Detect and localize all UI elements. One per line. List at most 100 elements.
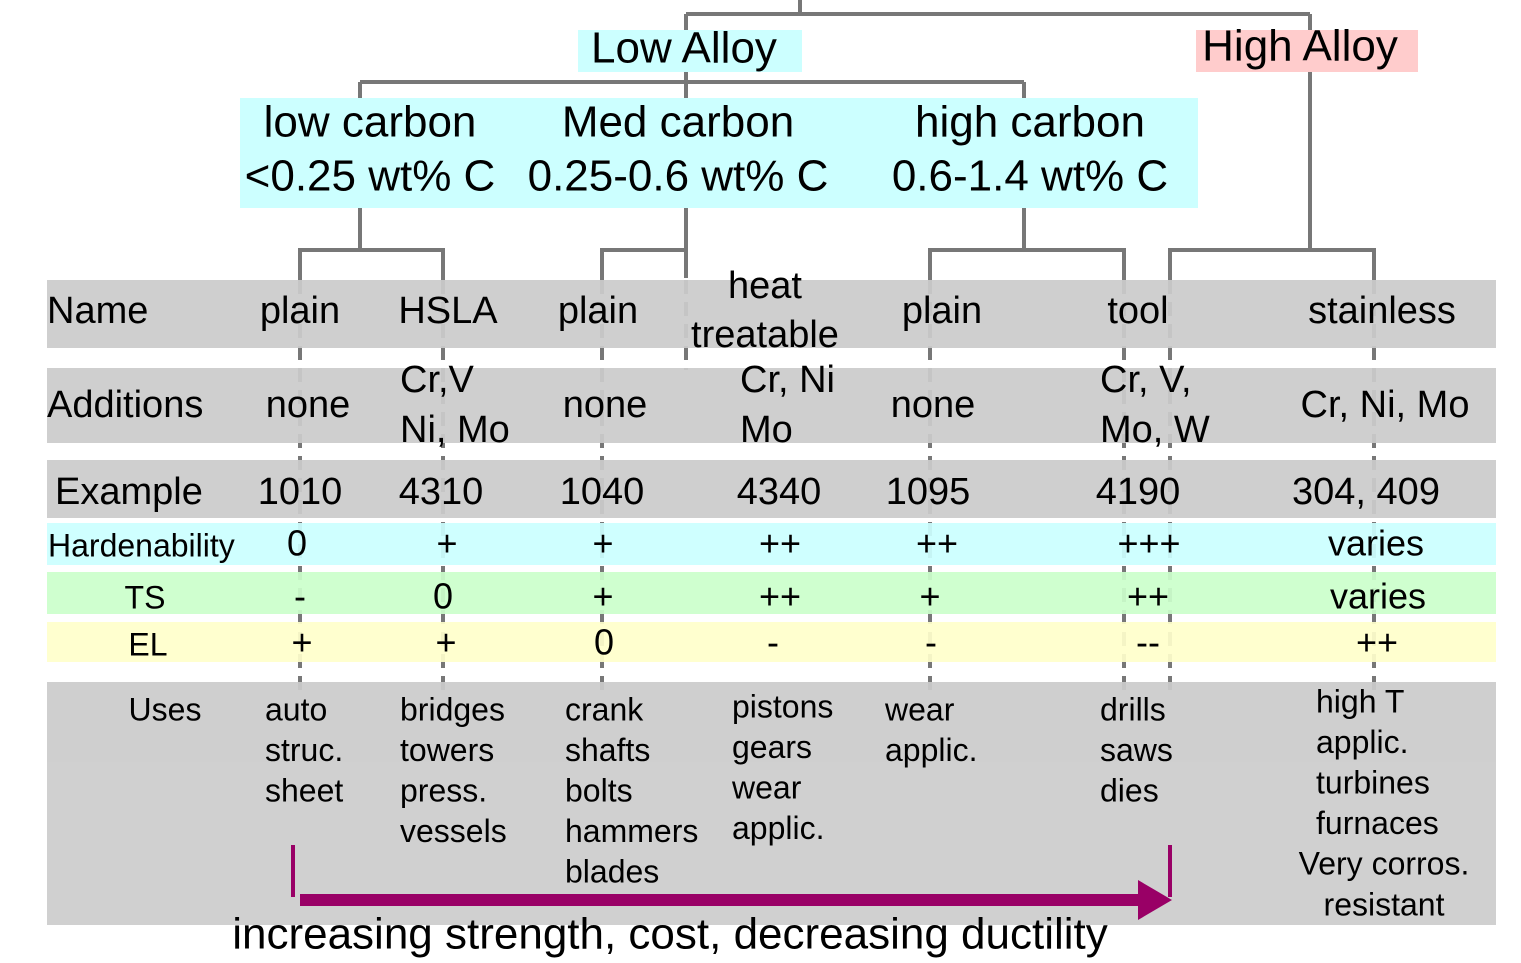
cell: 0 <box>433 576 453 617</box>
arrow-head <box>1138 880 1172 920</box>
cell-line: furnaces <box>1316 805 1439 841</box>
cell-line: sheet <box>265 772 343 808</box>
cell: ++ <box>916 523 958 564</box>
cell-line: Mo, W <box>1100 409 1210 451</box>
cell-line: wear <box>731 769 802 805</box>
cell-line: pistons <box>732 688 833 724</box>
cell-line: Cr, V, <box>1100 359 1192 401</box>
cell: + <box>436 523 457 564</box>
arrow-label: increasing strength, cost, decreasing du… <box>232 910 1108 959</box>
cell-line: Cr,V <box>400 359 475 401</box>
cell-line: dies <box>1100 772 1159 808</box>
cell-line: drills <box>1100 691 1166 727</box>
cell: tool <box>1107 290 1168 332</box>
arrow <box>291 845 1172 920</box>
cell-line: shafts <box>565 732 650 768</box>
cell: 4190 <box>1096 471 1181 513</box>
cell-line: Mo <box>740 409 793 451</box>
cell: ++ <box>1127 576 1169 617</box>
cell: ++ <box>1356 622 1398 663</box>
carbon-box <box>240 98 1198 208</box>
cell: 4340 <box>737 471 822 513</box>
cell: -- <box>1136 622 1160 663</box>
row-bands <box>47 280 1496 925</box>
cell: 0 <box>594 622 614 663</box>
cell-line: Ni, Mo <box>400 409 510 451</box>
cell-line: turbines <box>1316 764 1430 800</box>
row-label: Name <box>47 290 148 332</box>
cell: 304, 409 <box>1292 471 1440 513</box>
cell: ++ <box>759 576 801 617</box>
band <box>47 682 1496 925</box>
band <box>47 572 1496 614</box>
row-label: Additions <box>47 384 203 426</box>
low-alloy-box <box>578 30 802 72</box>
cell: ++ <box>759 523 801 564</box>
cell: varies <box>1330 576 1426 617</box>
cell-line: towers <box>400 732 494 768</box>
carbon-range: 0.25-0.6 wt% C <box>528 152 829 201</box>
connector <box>298 0 1376 280</box>
cell: + <box>291 622 312 663</box>
carbon-name: high carbon <box>915 98 1145 147</box>
cell-line: crank <box>565 691 644 727</box>
cell-line: bolts <box>565 772 633 808</box>
cell-line: auto <box>265 691 327 727</box>
cell-line: wear <box>884 691 955 727</box>
carbon-range: 0.6-1.4 wt% C <box>892 152 1168 201</box>
cell: - <box>925 622 937 663</box>
note: Very corros. <box>1299 845 1470 881</box>
cell-line: gears <box>732 729 812 765</box>
cell: 0 <box>287 523 307 564</box>
cell: + <box>592 523 613 564</box>
cell: plain <box>260 290 340 332</box>
band <box>47 622 1496 662</box>
cell-line: applic. <box>732 810 825 846</box>
cell: - <box>767 622 779 663</box>
cell: 1095 <box>886 471 971 513</box>
cell: plain <box>558 290 638 332</box>
band <box>47 523 1496 565</box>
cell: Cr, Ni, Mo <box>1301 384 1470 426</box>
group-label: High Alloy <box>1202 22 1398 71</box>
cell-line: bridges <box>400 691 505 727</box>
cell-line: vessels <box>400 813 507 849</box>
band <box>47 368 1496 443</box>
cell: none <box>891 384 976 426</box>
cell: + <box>435 622 456 663</box>
row-label: TS <box>125 579 166 615</box>
cell-line: blades <box>565 853 659 889</box>
carbon-name: low carbon <box>264 98 477 147</box>
cell-line: saws <box>1100 732 1173 768</box>
cell: varies <box>1328 523 1424 564</box>
row-label: Hardenability <box>48 527 235 563</box>
cell-line: high T <box>1316 683 1404 719</box>
cell: 1010 <box>258 471 343 513</box>
cell-line: Cr, Ni <box>740 359 835 401</box>
cell: + <box>919 576 940 617</box>
cell-line: applic. <box>885 732 978 768</box>
carbon-range: <0.25 wt% C <box>245 152 496 201</box>
row-label: Uses <box>129 691 202 727</box>
cell: 1040 <box>560 471 645 513</box>
cell-line: treatable <box>691 314 839 356</box>
cell-line: struc. <box>265 732 343 768</box>
note: resistant <box>1324 886 1445 922</box>
row-label: EL <box>128 626 167 662</box>
carbon-name: Med carbon <box>562 98 794 147</box>
cell-line: applic. <box>1316 724 1409 760</box>
group-label: Low Alloy <box>591 24 777 73</box>
cell: none <box>266 384 351 426</box>
band <box>47 460 1496 518</box>
cell: none <box>563 384 648 426</box>
cell: stainless <box>1308 290 1456 332</box>
cell: HSLA <box>398 290 498 332</box>
cell: plain <box>902 290 982 332</box>
cell: 4310 <box>399 471 484 513</box>
cell-line: hammers <box>565 813 698 849</box>
cell-line: press. <box>400 772 487 808</box>
band <box>47 280 1496 348</box>
cell: - <box>294 576 306 617</box>
texts: Low Alloy High Alloy low carbon <0.25 wt% C… <box>47 22 1469 959</box>
